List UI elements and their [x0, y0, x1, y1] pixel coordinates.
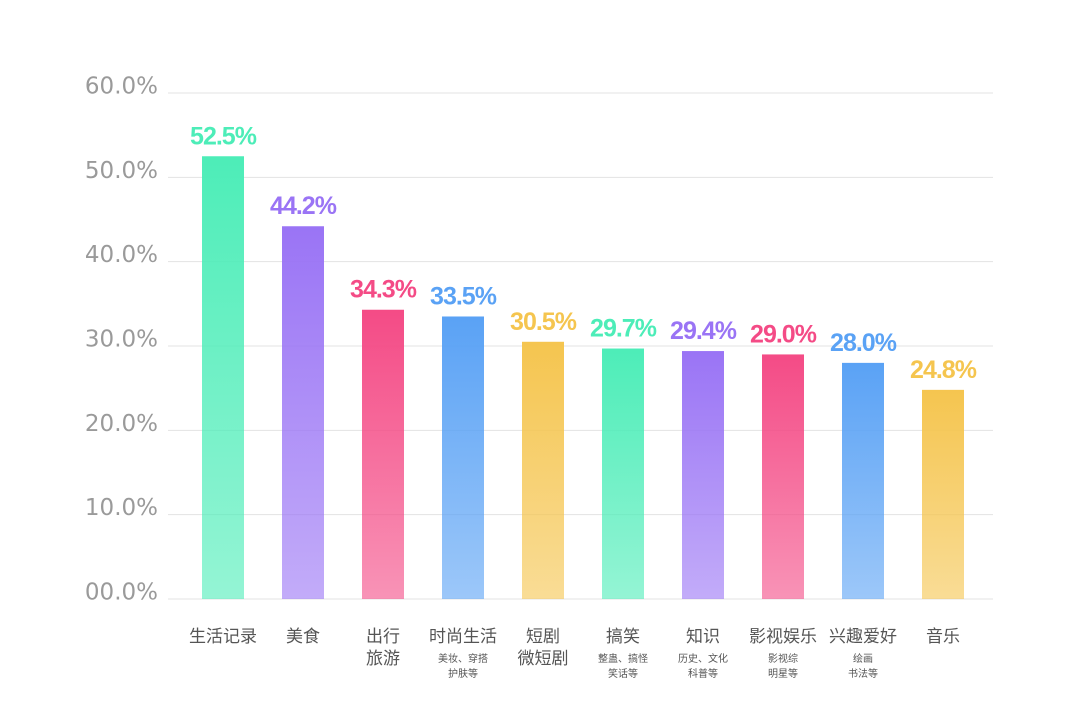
x-tick-label: 兴趣爱好 [829, 627, 897, 647]
y-tick-label: 20.0% [85, 411, 158, 437]
value-label: 30.5% [510, 308, 577, 336]
x-tick-label: 出行 旅游 [366, 627, 400, 669]
bar [602, 348, 644, 599]
bar [282, 226, 324, 599]
y-tick-label: 40.0% [85, 242, 158, 268]
bar [362, 309, 404, 599]
value-label: 29.4% [670, 317, 737, 345]
x-tick-label: 时尚生活 [429, 627, 497, 647]
value-label: 29.7% [590, 315, 657, 343]
x-tick-label: 短剧 微短剧 [517, 627, 569, 669]
bar [682, 351, 724, 599]
bar [522, 341, 564, 599]
bar [842, 362, 884, 599]
value-label: 34.3% [350, 276, 417, 304]
y-tick-label: 50.0% [85, 158, 158, 184]
x-tick-note: 影视综 明星等 [768, 654, 798, 680]
y-tick-label: 10.0% [85, 495, 158, 521]
y-tick-label: 30.0% [85, 327, 158, 353]
bar [922, 389, 964, 599]
bar [442, 316, 484, 599]
y-tick-label: 00.0% [85, 580, 158, 606]
bar [202, 156, 244, 599]
value-label: 29.0% [750, 320, 817, 348]
bar [762, 354, 804, 599]
x-tick-note: 美妆、穿搭 护肤等 [438, 654, 488, 680]
x-tick-note: 绘画 书法等 [848, 654, 878, 680]
value-label: 52.5% [190, 122, 257, 150]
x-tick-label: 美食 [286, 627, 320, 647]
value-label: 28.0% [830, 329, 897, 357]
x-tick-label: 生活记录 [189, 627, 257, 647]
x-tick-label: 知识 [686, 627, 720, 647]
x-tick-note: 整蛊、搞怪 笑话等 [598, 654, 648, 680]
x-tick-note: 历史、文化 科普等 [678, 654, 728, 680]
x-tick-label: 音乐 [926, 627, 960, 647]
x-tick-label: 影视娱乐 [749, 627, 817, 647]
value-label: 33.5% [430, 282, 497, 310]
value-label: 44.2% [270, 192, 337, 220]
value-label: 24.8% [910, 356, 977, 384]
x-tick-label: 搞笑 [606, 627, 640, 647]
y-tick-label: 60.0% [85, 74, 158, 100]
